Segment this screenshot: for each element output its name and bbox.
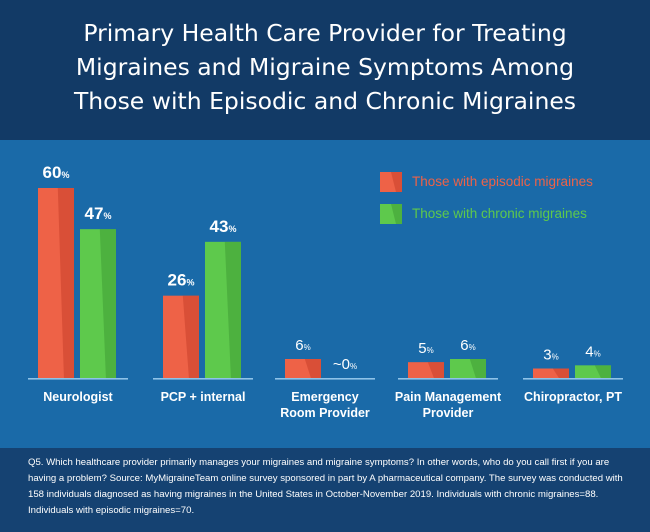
value-unit-chronic-4: % <box>469 343 476 352</box>
axis-baseline-1 <box>28 378 128 380</box>
axis-baseline-4 <box>398 378 498 380</box>
category-label-2-line-1: PCP + internal <box>161 390 246 404</box>
value-unit-episodic-2: % <box>186 278 194 288</box>
header-band <box>0 0 650 140</box>
category-label-3-line-1: Emergency <box>291 390 358 404</box>
value-unit-chronic-2: % <box>228 224 236 234</box>
value-label-episodic-5: 3% <box>543 347 558 364</box>
bar-shade-episodic-3 <box>304 359 321 378</box>
axis-baseline-5 <box>523 378 623 380</box>
chart-title: Primary Health Care Provider for Treatin… <box>0 16 650 118</box>
footer-band <box>0 448 650 532</box>
value-label-episodic-2: 26% <box>168 271 195 290</box>
value-unit-chronic-1: % <box>103 211 111 221</box>
bar-shade-episodic-1 <box>57 188 74 378</box>
legend-label-chronic: Those with chronic migraines <box>412 206 587 221</box>
bar-shade-episodic-4 <box>427 362 444 378</box>
value-label-episodic-3: 6% <box>295 337 310 354</box>
chart-area: 60% 47% Neurologist 26% 43% PCP + internal 6% ~… <box>0 140 650 448</box>
title-line-1: Primary Health Care Provider for Treatin… <box>83 19 567 47</box>
value-unit-episodic-3: % <box>304 343 311 352</box>
legend-swatch-shade-chronic <box>391 204 402 224</box>
axis-baseline-2 <box>153 378 253 380</box>
title-line-2: Migraines and Migraine Symptoms Among <box>75 53 575 81</box>
value-unit-chronic-3: % <box>350 362 357 371</box>
value-label-chronic-3: ~0% <box>333 356 357 373</box>
title-line-3: Those with Episodic and Chronic Migraine… <box>73 87 577 115</box>
legend-swatch-shade-episodic <box>391 172 402 192</box>
value-unit-episodic-4: % <box>427 346 434 355</box>
category-label-1-line-1: Neurologist <box>43 390 113 404</box>
category-label-4-line-2: Provider <box>423 406 474 420</box>
value-label-chronic-2: 43% <box>210 217 237 236</box>
bar-shade-chronic-2 <box>224 241 241 378</box>
bar-shade-chronic-1 <box>99 229 116 378</box>
bar-shade-chronic-4 <box>469 359 486 378</box>
value-label-episodic-1: 60% <box>43 163 70 182</box>
value-unit-episodic-5: % <box>552 353 559 362</box>
bar-shade-episodic-2 <box>182 295 199 378</box>
bar-shade-episodic-5 <box>552 368 569 378</box>
bar-shade-chronic-5 <box>594 365 611 378</box>
bar-chart: 60% 47% Neurologist 26% 43% PCP + internal 6% ~… <box>28 163 623 420</box>
value-unit-chronic-5: % <box>594 349 601 358</box>
bar-episodic-5 <box>533 368 569 378</box>
footnote: Q5. Which healthcare provider primarily … <box>28 457 623 516</box>
axis-baseline-3 <box>275 378 375 380</box>
value-label-chronic-4: 6% <box>460 337 475 354</box>
category-label-5-line-1: Chiropractor, PT <box>524 390 622 404</box>
value-unit-episodic-1: % <box>61 170 69 180</box>
value-label-episodic-4: 5% <box>418 340 433 357</box>
category-label-4-line-1: Pain Management <box>395 390 502 404</box>
legend-label-episodic: Those with episodic migraines <box>412 174 593 189</box>
category-label-3-line-2: Room Provider <box>280 406 370 420</box>
value-label-chronic-1: 47% <box>85 204 112 223</box>
value-label-chronic-5: 4% <box>585 343 600 360</box>
